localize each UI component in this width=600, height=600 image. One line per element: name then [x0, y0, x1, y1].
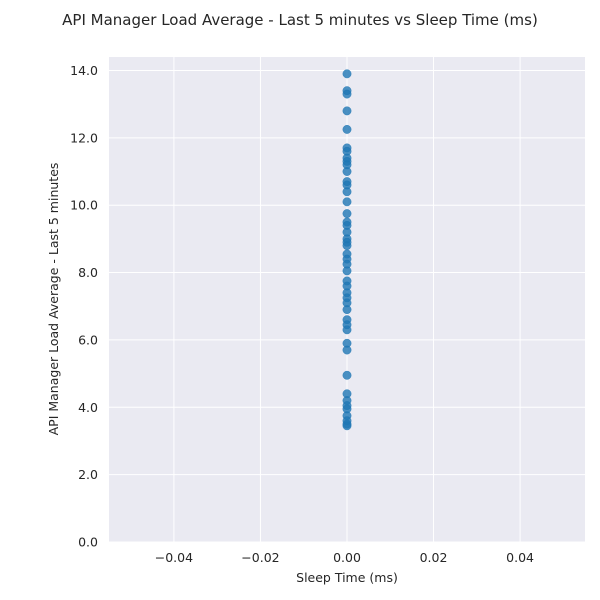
- scatter-point: [342, 187, 352, 197]
- scatter-point: [342, 325, 352, 335]
- scatter-point: [342, 209, 352, 219]
- y-tick-label: 4.0: [78, 400, 98, 415]
- x-axis-label: Sleep Time (ms): [296, 570, 398, 585]
- x-tick-label: −0.02: [241, 550, 279, 565]
- x-tick-labels: −0.04 −0.02 0.00 0.02 0.04: [155, 550, 534, 565]
- y-tick-label: 0.0: [78, 535, 98, 550]
- y-tick-label: 2.0: [78, 467, 98, 482]
- scatter-point: [342, 89, 352, 99]
- scatter-point: [342, 305, 352, 315]
- scatter-point: [342, 124, 352, 134]
- scatter-point: [342, 69, 352, 79]
- scatter-point: [342, 345, 352, 355]
- scatter-points: [342, 69, 352, 431]
- scatter-point: [342, 241, 352, 251]
- scatter-point: [342, 266, 352, 276]
- scatter-point: [342, 197, 352, 207]
- x-tick-label: 0.00: [333, 550, 361, 565]
- y-axis-label: API Manager Load Average - Last 5 minute…: [46, 163, 61, 436]
- x-tick-label: 0.02: [420, 550, 448, 565]
- scatter-point: [342, 106, 352, 116]
- scatter-point: [342, 421, 352, 431]
- y-tick-label: 10.0: [70, 198, 98, 213]
- x-tick-label: −0.04: [155, 550, 193, 565]
- y-tick-labels: 0.0 2.0 4.0 6.0 8.0 10.0 12.0 14.0: [70, 63, 98, 550]
- scatter-point: [342, 167, 352, 176]
- chart-title: API Manager Load Average - Last 5 minute…: [62, 11, 538, 29]
- scatter-point: [342, 370, 352, 380]
- y-tick-label: 8.0: [78, 265, 98, 280]
- y-tick-label: 14.0: [70, 63, 98, 78]
- y-tick-label: 12.0: [70, 130, 98, 145]
- x-tick-label: 0.04: [506, 550, 534, 565]
- y-tick-label: 6.0: [78, 332, 98, 347]
